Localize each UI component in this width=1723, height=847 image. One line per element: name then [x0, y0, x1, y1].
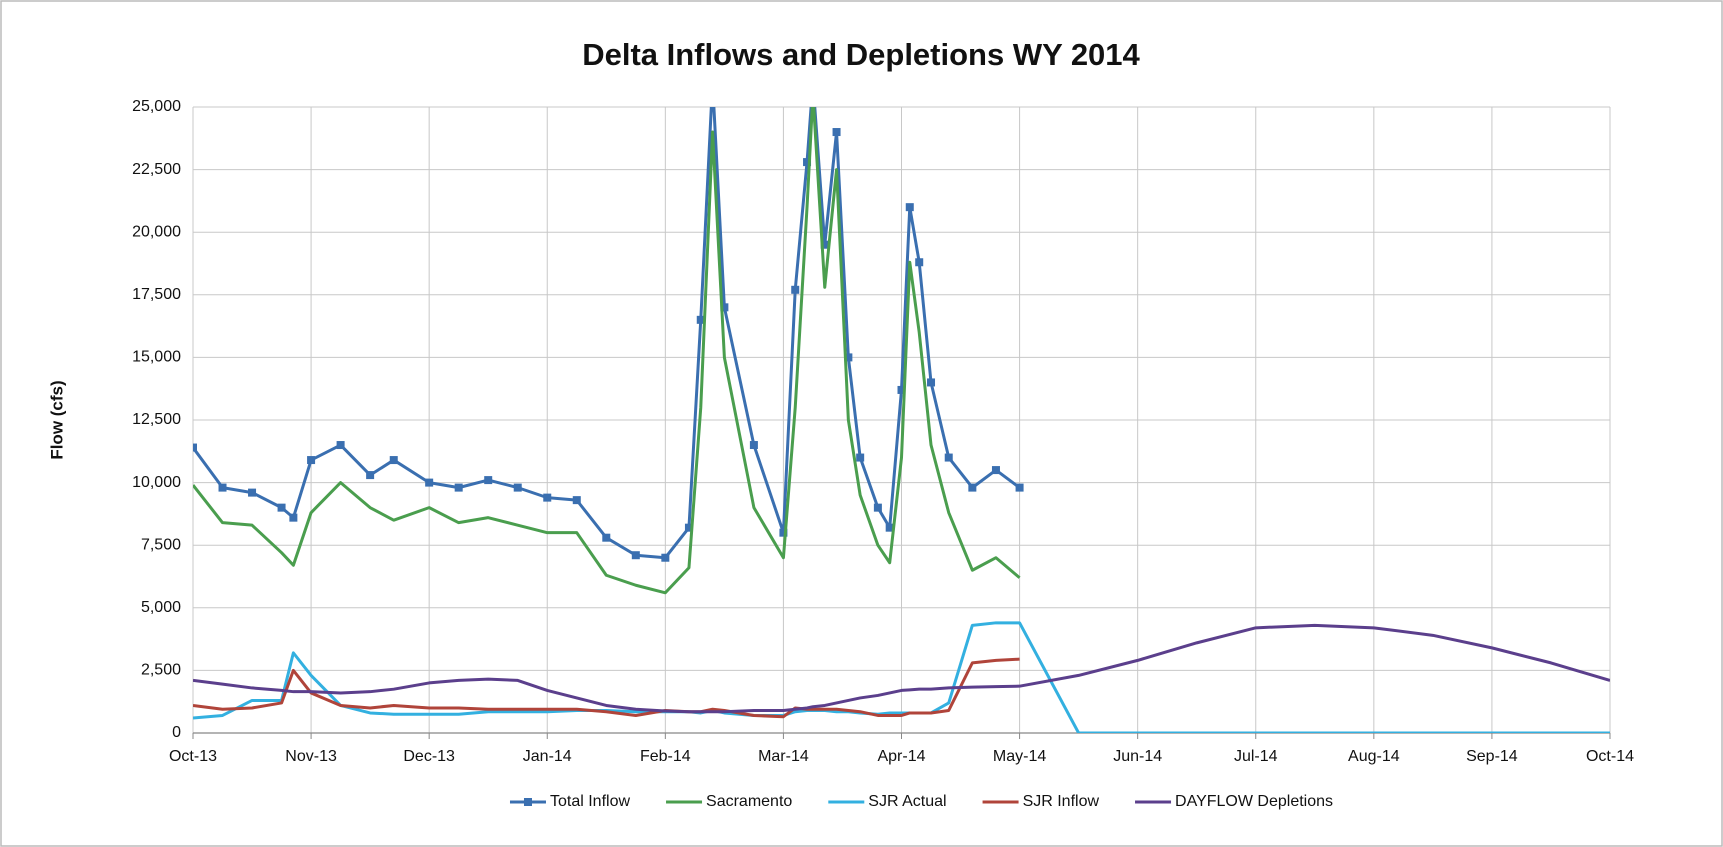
legend-item: Total Inflow	[509, 793, 630, 810]
y-tick-label: 22,500	[132, 161, 181, 178]
data-point	[602, 533, 611, 542]
y-tick-label: 5,000	[141, 599, 181, 616]
data-point	[873, 503, 882, 512]
data-point	[572, 496, 581, 505]
y-axis-title: Flow (cfs)	[47, 380, 66, 459]
legend-item: Sacramento	[666, 793, 792, 810]
x-tick-label: Jul-14	[1234, 748, 1278, 765]
data-point	[844, 353, 853, 362]
data-point	[307, 456, 316, 465]
data-point	[749, 441, 758, 450]
legend-label: DAYFLOW Depletions	[1175, 793, 1333, 810]
series-line	[193, 107, 1021, 560]
data-point	[661, 553, 670, 562]
data-point	[389, 456, 398, 465]
data-point	[944, 453, 953, 462]
legend-label: Total Inflow	[550, 793, 630, 810]
y-tick-label: 17,500	[132, 286, 181, 303]
x-tick-label: Feb-14	[640, 748, 691, 765]
data-point	[832, 128, 841, 137]
legend-marker	[523, 798, 532, 806]
data-point	[968, 483, 977, 492]
legend: Total Inflow Sacramento SJR Actual SJR Infl…	[509, 793, 1333, 810]
data-point	[684, 523, 693, 532]
x-tick-label: Mar-14	[758, 748, 809, 765]
series-line	[193, 107, 1021, 595]
data-point	[513, 483, 522, 492]
data-point	[218, 483, 227, 492]
x-tick-label: Oct-13	[169, 748, 217, 765]
x-tick-label: Sep-14	[1466, 748, 1518, 765]
y-tick-label: 0	[172, 724, 181, 741]
data-point	[915, 258, 924, 267]
data-point	[454, 483, 463, 492]
data-point	[1015, 483, 1024, 492]
data-point	[885, 523, 894, 532]
data-point	[779, 528, 788, 537]
legend-item: SJR Inflow	[982, 793, 1100, 810]
data-point	[905, 203, 914, 212]
x-tick-label: May-14	[993, 748, 1046, 765]
plot-area	[193, 107, 1610, 733]
data-point	[820, 240, 829, 249]
data-point	[991, 466, 1000, 475]
legend-item: SJR Actual	[828, 793, 947, 810]
y-tick-label: 20,000	[132, 223, 181, 240]
data-point	[484, 476, 493, 485]
x-tick-label: Nov-13	[285, 748, 337, 765]
series-line	[193, 657, 1020, 719]
data-point	[543, 493, 552, 502]
x-tick-label: Apr-14	[877, 748, 925, 765]
x-tick-label: Aug-14	[1348, 748, 1400, 765]
data-point	[631, 551, 640, 560]
data-point	[289, 513, 298, 522]
x-tick-label: Jun-14	[1113, 748, 1162, 765]
chart-title: Delta Inflows and Depletions WY 2014	[582, 37, 1140, 72]
data-point	[193, 443, 197, 452]
data-point	[720, 303, 729, 312]
legend-item: DAYFLOW Depletions	[1135, 793, 1333, 810]
y-tick-label: 15,000	[132, 349, 181, 366]
legend-label: Sacramento	[706, 793, 792, 810]
data-point	[277, 503, 286, 512]
legend-label: SJR Actual	[868, 793, 946, 810]
data-point	[248, 488, 257, 497]
data-point	[791, 285, 800, 294]
x-tick-label: Jan-14	[523, 748, 572, 765]
y-tick-label: 10,000	[132, 474, 181, 491]
data-point	[336, 441, 345, 450]
data-point	[425, 478, 434, 487]
x-tick-label: Oct-14	[1586, 748, 1634, 765]
y-tick-label: 25,000	[132, 98, 181, 115]
data-point	[803, 158, 812, 167]
y-tick-label: 2,500	[141, 662, 181, 679]
legend-label: SJR Inflow	[1023, 793, 1100, 810]
data-point	[696, 315, 705, 324]
data-point	[927, 378, 936, 387]
series-line	[193, 623, 1610, 714]
data-point	[856, 453, 865, 462]
y-tick-label: 7,500	[141, 536, 181, 553]
data-point	[897, 385, 906, 394]
data-point	[366, 471, 375, 480]
x-tick-label: Dec-13	[403, 748, 455, 765]
y-tick-label: 12,500	[132, 411, 181, 428]
